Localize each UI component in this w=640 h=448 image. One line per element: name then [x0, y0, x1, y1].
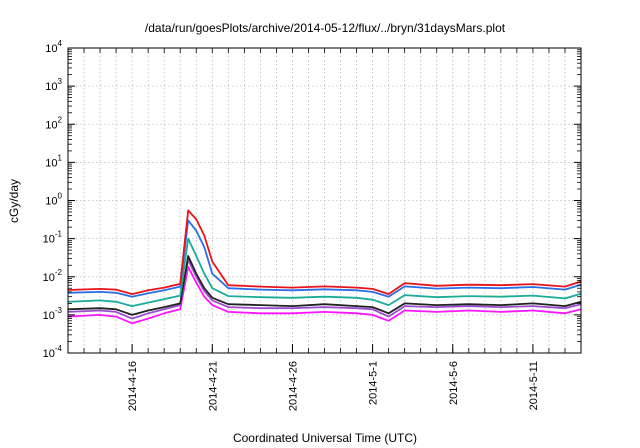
- x-tick-label: 2014-4-21: [207, 361, 219, 411]
- y-tick-label: 103: [45, 77, 62, 93]
- y-tick-exponent: 2: [58, 115, 63, 124]
- y-tick-exponent: -3: [55, 306, 63, 315]
- y-tick-base: 10: [45, 157, 57, 169]
- y-tick-label: 10-3: [43, 306, 63, 322]
- y-tick-exponent: 0: [58, 192, 63, 201]
- y-tick-label: 100: [45, 192, 62, 208]
- y-tick-exponent: -1: [55, 230, 63, 239]
- grid: [68, 48, 581, 353]
- series-line: [67, 219, 582, 298]
- y-tick-label: 101: [45, 153, 62, 169]
- y-tick-base: 10: [43, 310, 55, 322]
- y-tick-label: 10-2: [43, 268, 63, 284]
- y-tick-exponent: -4: [55, 344, 63, 353]
- y-tick-base: 10: [43, 272, 55, 284]
- x-axis-ticks: 2014-4-16 2014-4-21 2014-4-26 2014-5-1 2014-…: [83, 48, 566, 411]
- y-tick-exponent: 1: [58, 153, 63, 162]
- series-line: [67, 266, 582, 325]
- x-tick-label: 2014-5-6: [448, 361, 460, 405]
- x-tick-label: 2014-5-1: [368, 361, 380, 405]
- y-tick-label: 10-4: [43, 344, 63, 360]
- y-tick-label: 10-1: [43, 230, 63, 246]
- series-line: [67, 237, 582, 308]
- y-tick-base: 10: [45, 196, 57, 208]
- series-line: [67, 255, 582, 316]
- x-tick-label: 2014-4-26: [287, 361, 299, 411]
- y-tick-exponent: 4: [58, 39, 63, 48]
- x-axis-title: Coordinated Universal Time (UTC): [233, 431, 417, 445]
- y-tick-label: 102: [45, 115, 62, 131]
- y-tick-base: 10: [45, 119, 57, 131]
- series-line: [67, 209, 582, 296]
- y-tick-base: 10: [45, 81, 57, 93]
- y-tick-exponent: -2: [55, 268, 63, 277]
- y-tick-base: 10: [43, 348, 55, 360]
- y-tick-label: 104: [45, 39, 62, 55]
- x-tick-label: 2014-4-16: [127, 361, 139, 411]
- x-tick-label: 2014-5-11: [528, 361, 540, 410]
- series-line: [67, 258, 582, 320]
- y-tick-exponent: 3: [58, 77, 63, 86]
- y-tick-base: 10: [43, 234, 55, 246]
- y-tick-base: 10: [45, 43, 57, 55]
- series-lines: [67, 209, 582, 325]
- chart-title: /data/run/goesPlots/archive/2014-05-12/f…: [145, 21, 506, 35]
- y-axis-title: cGy/day: [7, 179, 21, 223]
